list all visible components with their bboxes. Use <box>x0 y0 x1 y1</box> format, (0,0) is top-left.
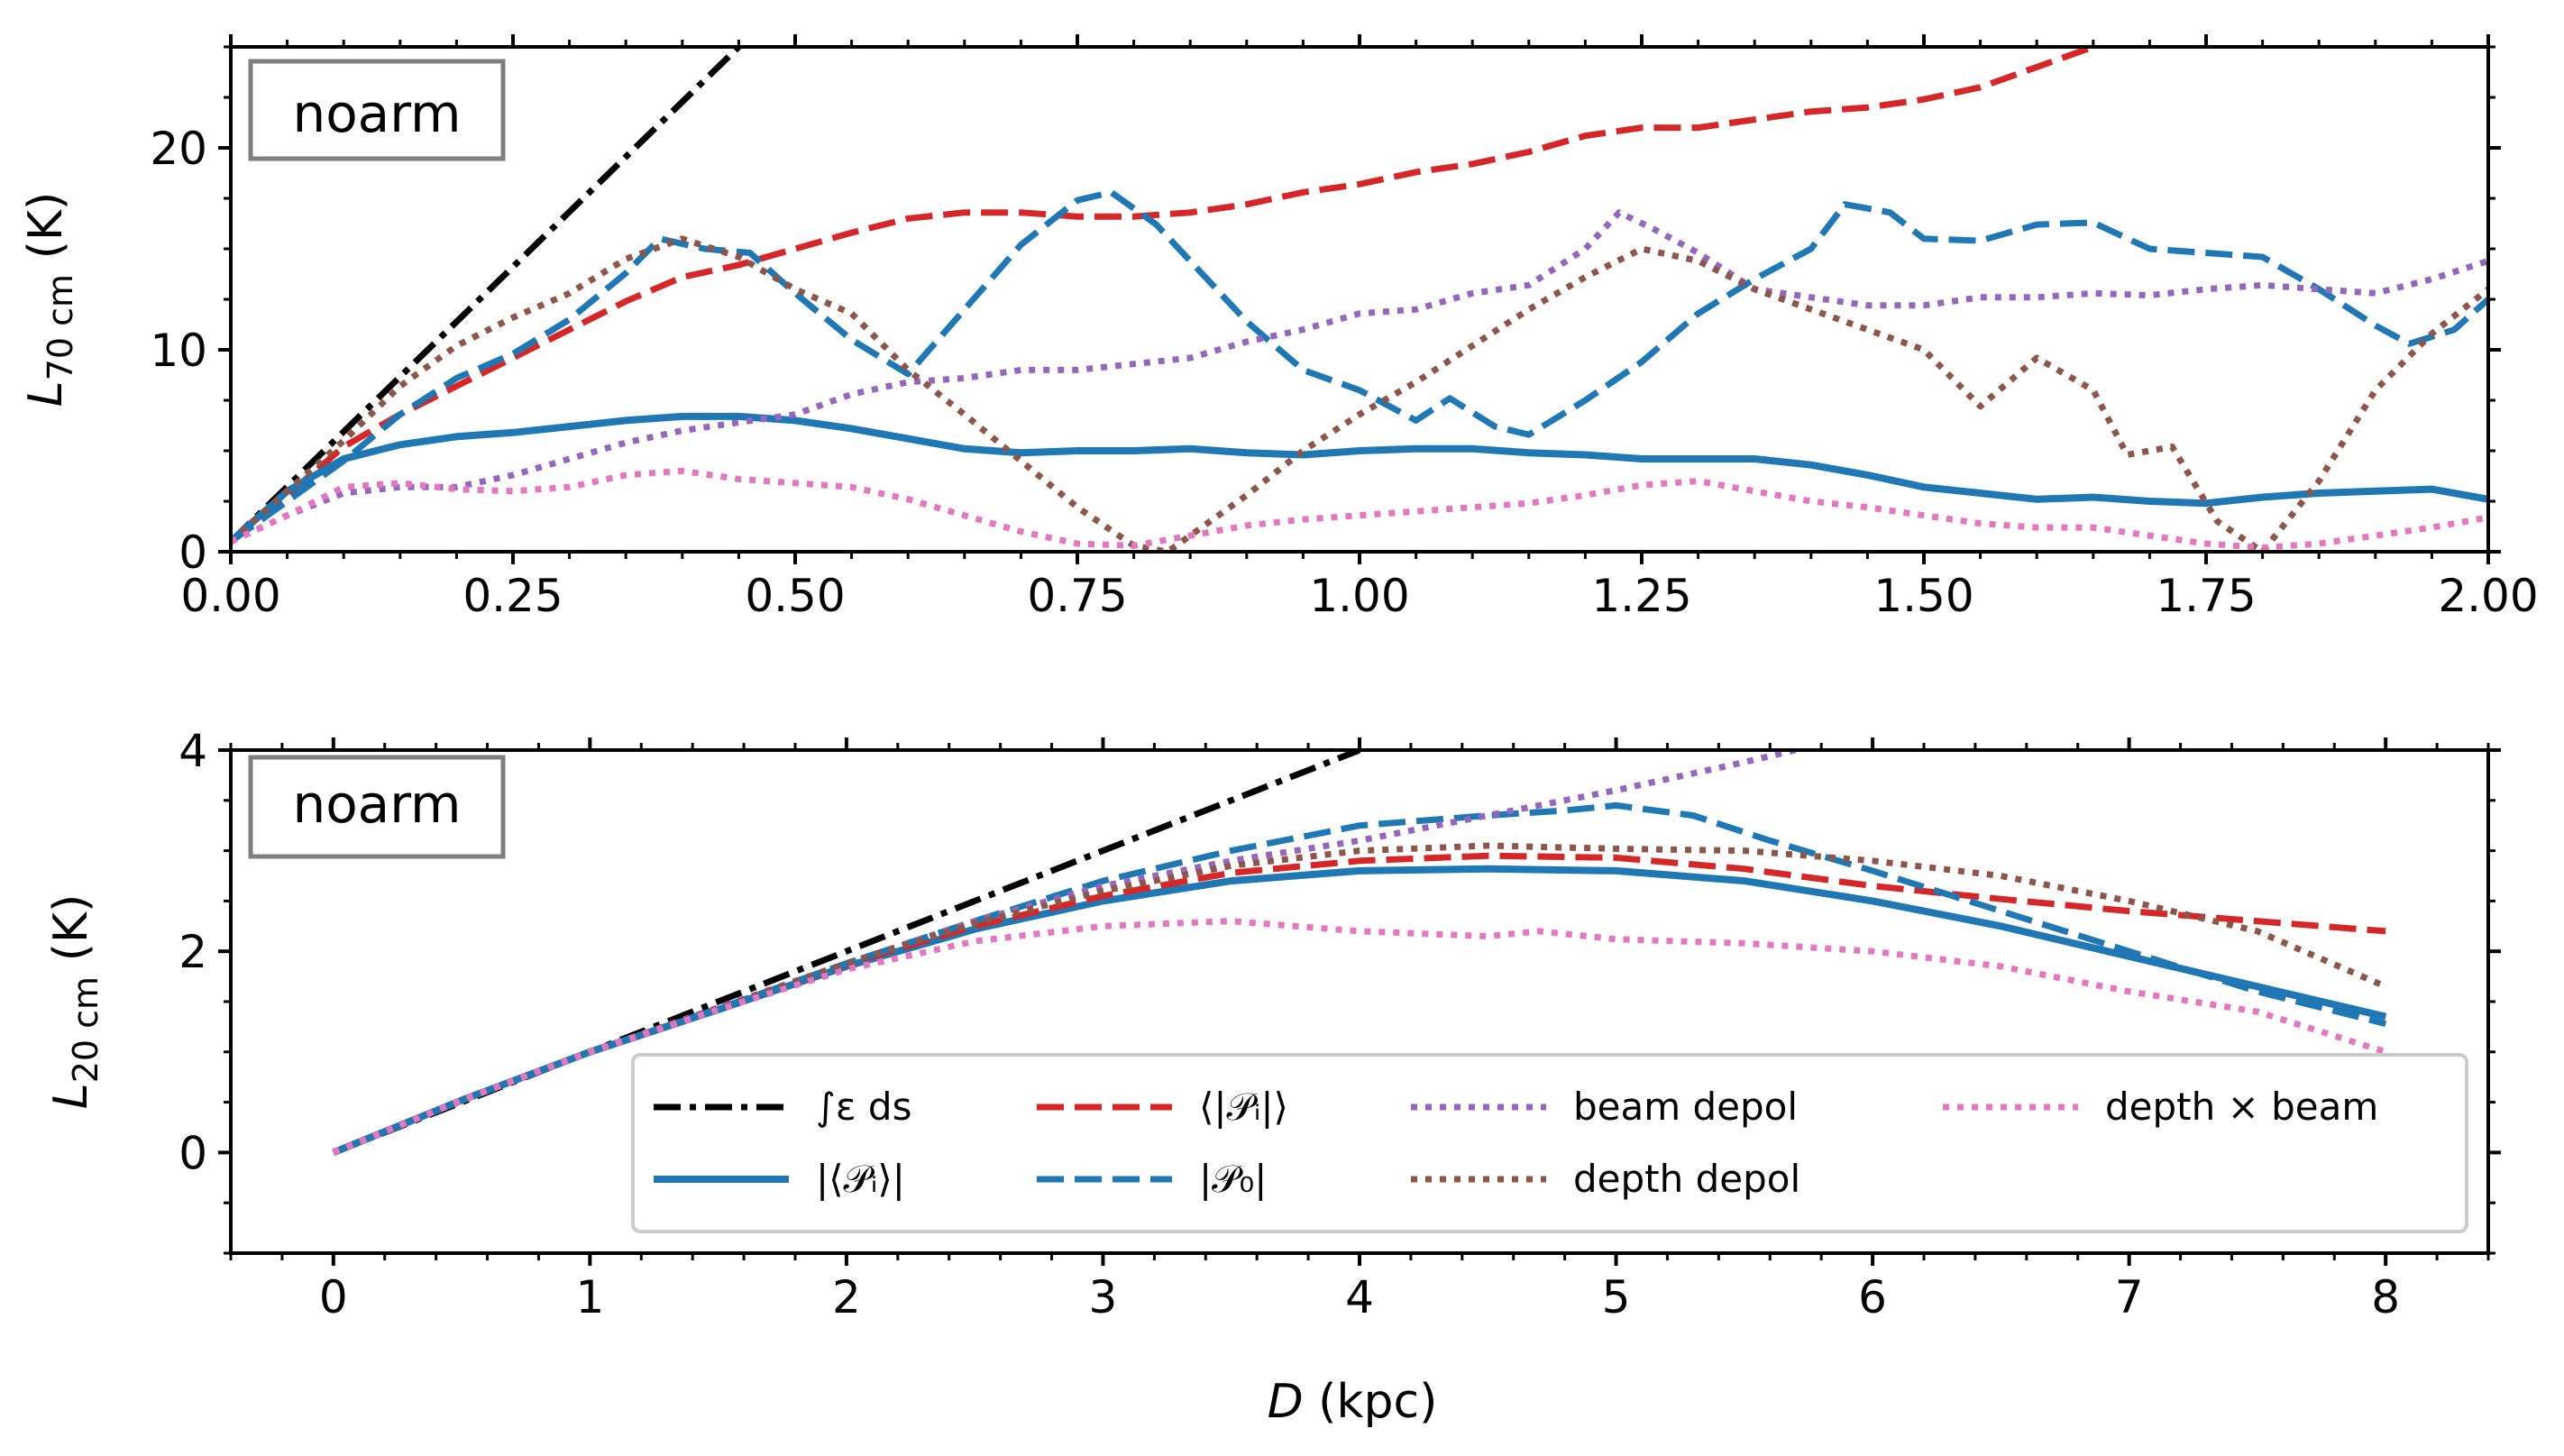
bottom-ytick-label: 4 <box>179 725 207 777</box>
top-series-depth <box>231 235 2488 552</box>
top-series-integral <box>231 47 741 545</box>
bottom-series-integral <box>332 750 1361 1156</box>
legend-label-abs_mean: |⟨𝒫ᵢ⟩| <box>816 1157 905 1201</box>
bottom-ylabel-unit: (K) <box>44 894 98 976</box>
bottom-xtick-label: 2 <box>832 1271 861 1323</box>
bottom-ylabel-main: L <box>44 1083 98 1109</box>
top-xtick-label: 1.25 <box>1591 570 1691 622</box>
bottom-xtick-label: 6 <box>1858 1271 1887 1323</box>
top-panel: 0.00 0.25 0.50 0.75 1.00 1.25 1.50 1.75 2.00 0 10 2… <box>19 34 2539 622</box>
top-series-mean_abs <box>231 47 2094 545</box>
x-axis-label: D (kpc) <box>1268 1375 1438 1429</box>
bottom-ylabel-sub: 20 cm <box>66 976 105 1083</box>
bottom-series-depth_beam <box>332 918 2387 1156</box>
bottom-xtick-label: 0 <box>319 1271 348 1323</box>
top-axis-ticks: 0.00 0.25 0.50 0.75 1.00 1.25 1.50 1.75 2.00 0 10 2… <box>150 34 2539 622</box>
top-ytick-label: 20 <box>150 123 207 175</box>
top-axes-frame <box>229 45 2490 554</box>
bottom-ylabel: L20 cm (K) <box>44 894 105 1110</box>
top-panel-label: noarm <box>292 83 461 144</box>
top-ytick-label: 0 <box>179 527 207 579</box>
bottom-xtick-label: 1 <box>575 1271 604 1323</box>
x-axis-label-main: D <box>1268 1375 1304 1429</box>
top-xtick-label: 0.00 <box>180 570 280 622</box>
top-ylabel-sub: 70 cm <box>41 274 80 380</box>
top-xtick-label: 1.50 <box>1873 570 1973 622</box>
bottom-xtick-label: 7 <box>2115 1271 2144 1323</box>
top-xtick-label: 1.75 <box>2156 570 2256 622</box>
top-series-abs_mean <box>231 412 2488 545</box>
bottom-xtick-label: 4 <box>1345 1271 1374 1323</box>
bottom-xtick-label: 8 <box>2371 1271 2400 1323</box>
top-series-group <box>231 47 2488 552</box>
legend-label-beam: beam depol <box>1573 1085 1798 1129</box>
bottom-ytick-label: 0 <box>179 1127 207 1179</box>
top-xtick-label: 0.75 <box>1027 570 1127 622</box>
bottom-panel-label: noarm <box>292 774 461 835</box>
bottom-axis-ticks: 0 1 2 3 4 5 6 7 8 0 2 4 <box>179 725 2501 1323</box>
legend-items: ∫ε ds |⟨𝒫ᵢ⟩| ⟨|𝒫ᵢ|⟩ |𝒫₀| beam depol depth dep… <box>654 1085 2378 1201</box>
legend-label-p0: |𝒫₀| <box>1199 1157 1267 1201</box>
bottom-xtick-label: 5 <box>1602 1271 1631 1323</box>
legend-label-depth: depth depol <box>1573 1157 1800 1201</box>
legend-label-mean_abs: ⟨|𝒫ᵢ|⟩ <box>1199 1085 1288 1129</box>
top-series-beam <box>231 209 2488 545</box>
bottom-ytick-label: 2 <box>179 926 207 978</box>
top-ylabel-unit: (K) <box>19 192 73 274</box>
top-series-depth_beam <box>231 467 2488 551</box>
x-axis-label-unit: (kpc) <box>1304 1375 1438 1429</box>
top-ylabel-main: L <box>19 380 73 407</box>
top-xtick-label: 0.25 <box>462 570 563 622</box>
legend: ∫ε ds |⟨𝒫ᵢ⟩| ⟨|𝒫ᵢ|⟩ |𝒫₀| beam depol depth dep… <box>631 1053 2468 1233</box>
bottom-panel-label-box: noarm <box>248 755 506 859</box>
top-panel-label-box: noarm <box>248 59 506 161</box>
legend-label-integral: ∫ε ds <box>816 1085 911 1129</box>
top-ylabel: L70 cm (K) <box>19 192 80 407</box>
bottom-axes-frame <box>229 748 2490 1255</box>
legend-label-depth_beam: depth × beam <box>2105 1085 2378 1129</box>
bottom-series-group <box>332 750 2387 1157</box>
bottom-xtick-label: 3 <box>1089 1271 1118 1323</box>
top-ytick-label: 10 <box>150 325 207 377</box>
top-xtick-label: 0.50 <box>745 570 845 622</box>
top-xtick-label: 2.00 <box>2438 570 2538 622</box>
legend-frame <box>631 1053 2468 1233</box>
top-xtick-label: 1.00 <box>1309 570 1409 622</box>
bottom-panel: 0 1 2 3 4 5 6 7 8 0 2 4 noarm L20 cm (K) <box>44 725 2501 1323</box>
